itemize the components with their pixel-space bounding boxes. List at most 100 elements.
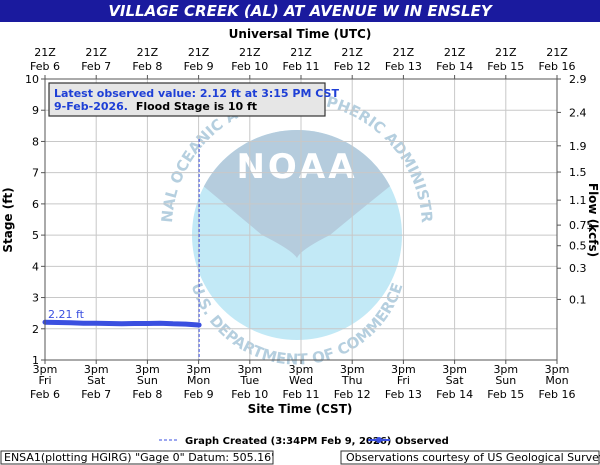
y2-tick-label: 1.1 bbox=[569, 194, 587, 207]
watermark-center: NOAA bbox=[236, 147, 357, 187]
x-tick-time: 3pm bbox=[237, 363, 262, 376]
x-tick-time: 3pm bbox=[135, 363, 160, 376]
x-top-tick-date: Feb 11 bbox=[283, 60, 320, 73]
x-tick-time: 3pm bbox=[545, 363, 570, 376]
x-top-tick-date: Feb 8 bbox=[132, 60, 162, 73]
y2-tick-label: 2.9 bbox=[569, 73, 587, 86]
legend-created-label: Graph Created (3:34PM Feb 9, 2026) bbox=[185, 436, 391, 447]
y-tick-label: 8 bbox=[32, 135, 39, 148]
series-point-observed bbox=[145, 321, 150, 326]
y2-tick-label: 0.3 bbox=[569, 262, 587, 275]
x-tick-date: Feb 10 bbox=[231, 388, 268, 401]
x-top-tick-time: 21Z bbox=[137, 46, 159, 59]
series-point-observed bbox=[106, 321, 112, 326]
notice-line2: 9-Feb-2026. Flood Stage is 10 ft bbox=[54, 100, 257, 113]
x-tick-day: Mon bbox=[187, 374, 210, 387]
x-top-tick-date: Feb 16 bbox=[539, 60, 576, 73]
x-top-tick-time: 21Z bbox=[34, 46, 56, 59]
y-tick-label: 5 bbox=[32, 229, 39, 242]
series-point-observed bbox=[119, 321, 125, 326]
y-axis-label: Stage (ft) bbox=[1, 187, 15, 252]
series-point-observed bbox=[183, 321, 188, 327]
x-tick-day: Fri bbox=[397, 374, 410, 387]
y2-tick-label: 0.1 bbox=[569, 293, 587, 306]
x-top-tick-time: 21Z bbox=[85, 46, 107, 59]
notice-line1: Latest observed value: 2.12 ft at 3:15 P… bbox=[54, 87, 339, 100]
x-axis-label: Site Time (CST) bbox=[248, 402, 353, 416]
x-tick-time: 3pm bbox=[442, 363, 467, 376]
footer-left: ENSA1(plotting HGIRG) "Gage 0" Datum: 50… bbox=[4, 451, 274, 464]
notice-flood-stage: Flood Stage is 10 ft bbox=[136, 100, 257, 113]
notice-date: 9-Feb-2026. bbox=[54, 100, 128, 113]
y2-tick-label: 0.5 bbox=[569, 240, 587, 253]
x-top-tick-time: 21Z bbox=[290, 46, 312, 59]
x-tick-day: Fri bbox=[38, 374, 51, 387]
y-tick-label: 7 bbox=[32, 167, 39, 180]
latest-value-notice: Latest observed value: 2.12 ft at 3:15 P… bbox=[48, 82, 339, 117]
y-tick-label: 4 bbox=[32, 260, 39, 273]
y2-tick-label: 1.9 bbox=[569, 140, 587, 153]
y-axis-ticks: 1 2 3 4 5 6 7 8 9 10 bbox=[25, 73, 45, 367]
x-tick-time: 3pm bbox=[33, 363, 58, 376]
x-tick-date: Feb 12 bbox=[334, 388, 371, 401]
x-top-tick-date: Feb 12 bbox=[334, 60, 371, 73]
legend: Graph Created (3:34PM Feb 9, 2026) Obser… bbox=[159, 436, 449, 447]
y2-axis-ticks: 0.1 0.3 0.5 0.75 1.1 1.5 1.9 2.4 2.9 bbox=[557, 73, 594, 306]
y-tick-label: 10 bbox=[25, 73, 39, 86]
y2-tick-label: 0.75 bbox=[569, 219, 594, 232]
watermark-gull-icon bbox=[192, 130, 402, 258]
series-point-observed bbox=[132, 321, 137, 326]
x-tick-date: Feb 6 bbox=[30, 388, 60, 401]
x-tick-time: 3pm bbox=[289, 363, 314, 376]
y2-tick-label: 2.4 bbox=[569, 106, 587, 119]
x-top-tick-time: 21Z bbox=[444, 46, 466, 59]
series-point-observed bbox=[55, 320, 60, 325]
x-tick-day: Sun bbox=[137, 374, 158, 387]
x-tick-time: 3pm bbox=[84, 363, 109, 376]
y-tick-label: 1 bbox=[32, 354, 39, 367]
series-point-observed bbox=[158, 320, 163, 326]
x-top-tick-date: Feb 15 bbox=[487, 60, 524, 73]
x-top-tick-date: Feb 6 bbox=[30, 60, 60, 73]
series-point-observed bbox=[196, 322, 202, 328]
x-top-tick-date: Feb 13 bbox=[385, 60, 422, 73]
title-bar bbox=[0, 0, 600, 22]
x-top-tick-time: 21Z bbox=[495, 46, 517, 59]
y-tick-label: 6 bbox=[32, 198, 39, 211]
x-top-tick-date: Feb 7 bbox=[81, 60, 111, 73]
plot-frame bbox=[44, 78, 558, 361]
x-top-tick-time: 21Z bbox=[546, 46, 568, 59]
footer-left-box bbox=[0, 450, 274, 465]
x-top-tick-date: Feb 9 bbox=[184, 60, 214, 73]
x-top-tick-time: 21Z bbox=[239, 46, 261, 59]
x-tick-day: Sat bbox=[87, 374, 106, 387]
series-point-observed bbox=[68, 320, 73, 326]
x-tick-time: 3pm bbox=[493, 363, 518, 376]
x-tick-date: Feb 8 bbox=[132, 388, 162, 401]
legend-observed-label: Observed bbox=[395, 436, 449, 447]
x-tick-date: Feb 13 bbox=[385, 388, 422, 401]
x-tick-date: Feb 14 bbox=[436, 388, 473, 401]
y-tick-label: 9 bbox=[32, 104, 39, 117]
series-point-observed bbox=[170, 321, 176, 326]
footer-right-box bbox=[340, 450, 600, 465]
y-tick-label: 2 bbox=[32, 323, 39, 336]
x-top-tick-date: Feb 10 bbox=[231, 60, 268, 73]
x-tick-date: Feb 16 bbox=[539, 388, 576, 401]
x-tick-day: Mon bbox=[545, 374, 568, 387]
x-tick-date: Feb 7 bbox=[81, 388, 111, 401]
x-top-tick-time: 21Z bbox=[188, 46, 210, 59]
x-tick-day: Tue bbox=[239, 374, 259, 387]
legend-observed-marker bbox=[376, 437, 382, 443]
x-tick-date: Feb 11 bbox=[283, 388, 320, 401]
x-tick-day: Sat bbox=[446, 374, 465, 387]
y2-axis-label: Flow (kcfs) bbox=[586, 183, 600, 257]
x-top-tick-time: 21Z bbox=[341, 46, 363, 59]
x-tick-day: Wed bbox=[289, 374, 313, 387]
x-top-tick-date: Feb 14 bbox=[436, 60, 473, 73]
x-top-tick-time: 21Z bbox=[393, 46, 415, 59]
top-axis-label: Universal Time (UTC) bbox=[229, 27, 372, 41]
first-value-label: 2.21 ft bbox=[48, 308, 85, 321]
